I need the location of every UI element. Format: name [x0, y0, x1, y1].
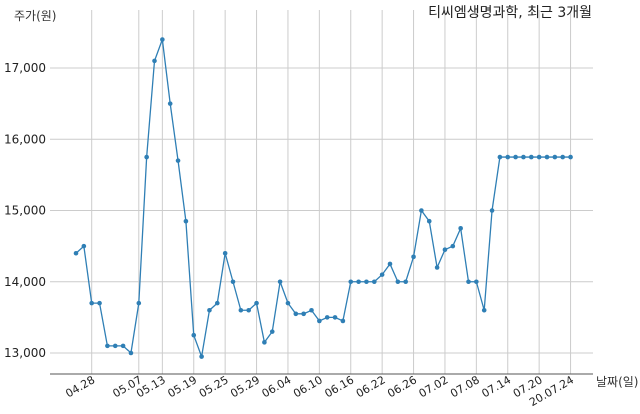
data-point	[215, 300, 220, 306]
y-tick-label: 16,000	[4, 132, 46, 146]
data-point	[364, 279, 369, 285]
data-point	[348, 279, 354, 285]
data-point	[277, 279, 283, 285]
data-point	[379, 272, 385, 277]
data-point	[199, 354, 204, 359]
data-point	[262, 340, 267, 345]
data-point	[81, 243, 87, 249]
x-tick-label: 04.28	[63, 373, 97, 400]
x-tick-labels: 04.28 05.0705.1305.1905.2505.2906.0406.10…	[63, 373, 576, 409]
data-point	[301, 311, 306, 317]
chart-title: 티씨엠생명과학, 최근 3개월	[428, 5, 592, 21]
x-tick-label: 05.19	[165, 373, 199, 400]
data-point	[458, 226, 463, 231]
data-point	[293, 311, 299, 317]
data-point	[497, 154, 503, 160]
data-point	[207, 307, 212, 313]
data-point	[222, 250, 228, 256]
data-point	[419, 208, 424, 213]
x-tick-label: 06.16	[322, 373, 356, 400]
data-point	[269, 329, 275, 334]
x-tick-label: 06.22	[354, 373, 388, 400]
data-point	[128, 350, 134, 356]
data-point	[489, 208, 495, 213]
data-point	[434, 265, 440, 270]
data-point	[97, 300, 102, 306]
data-point	[568, 154, 573, 160]
series-line	[75, 39, 571, 360]
data-point	[521, 154, 526, 160]
x-tick-label: 07.02	[417, 373, 451, 400]
data-point	[442, 247, 448, 252]
data-point	[317, 318, 322, 324]
y-tick-label: 13,000	[4, 346, 46, 360]
data-point	[309, 307, 314, 313]
data-point	[144, 154, 149, 160]
x-axis-label: 날짜(일)	[596, 375, 638, 389]
data-point	[73, 250, 79, 256]
data-point	[152, 58, 157, 64]
x-tick-label: 07.08	[448, 373, 482, 400]
data-point	[112, 343, 118, 349]
y-tick-label: 15,000	[4, 204, 46, 218]
data-point	[332, 315, 338, 320]
data-point	[254, 300, 259, 306]
data-point	[285, 300, 291, 306]
data-point	[411, 254, 416, 260]
data-point	[183, 218, 189, 224]
x-tick-label: 05.29	[228, 373, 262, 400]
x-tick-label: 07.14	[479, 373, 513, 400]
y-tick-labels: 13,000 14,000 15,000 16,000 17,000	[4, 61, 46, 360]
y-tick-label: 17,000	[4, 61, 46, 75]
data-point	[505, 154, 511, 160]
data-point	[356, 279, 361, 285]
data-point	[238, 307, 244, 313]
data-point	[474, 279, 479, 285]
data-point	[324, 315, 330, 320]
data-point	[529, 154, 534, 160]
data-points	[73, 37, 573, 359]
y-tick-label: 14,000	[4, 275, 46, 289]
data-point	[175, 158, 181, 163]
x-tick-label: 06.10	[291, 373, 325, 400]
grid-lines	[50, 10, 593, 374]
data-point	[246, 307, 251, 313]
data-point	[160, 37, 165, 42]
data-point	[450, 243, 456, 249]
data-point	[105, 343, 110, 349]
data-point	[372, 279, 377, 285]
data-point	[536, 154, 542, 160]
data-point	[167, 101, 173, 106]
data-point	[403, 279, 409, 285]
x-tick-label: 06.04	[260, 373, 294, 400]
data-point	[426, 218, 432, 224]
data-point	[552, 154, 558, 160]
data-point	[395, 279, 401, 285]
data-point	[136, 300, 142, 306]
data-point	[89, 300, 94, 306]
x-tick-label: 05.25	[197, 373, 231, 400]
data-point	[466, 279, 471, 285]
y-axis-label: 주가(원)	[14, 9, 56, 23]
data-point	[340, 318, 346, 324]
data-point	[230, 279, 236, 285]
data-point	[120, 343, 126, 349]
data-point	[387, 261, 393, 267]
data-point	[560, 154, 565, 160]
x-tick-label: 06.26	[385, 373, 419, 400]
data-point	[481, 307, 487, 313]
data-point	[544, 154, 550, 160]
data-point	[513, 154, 518, 160]
data-point	[191, 332, 197, 338]
